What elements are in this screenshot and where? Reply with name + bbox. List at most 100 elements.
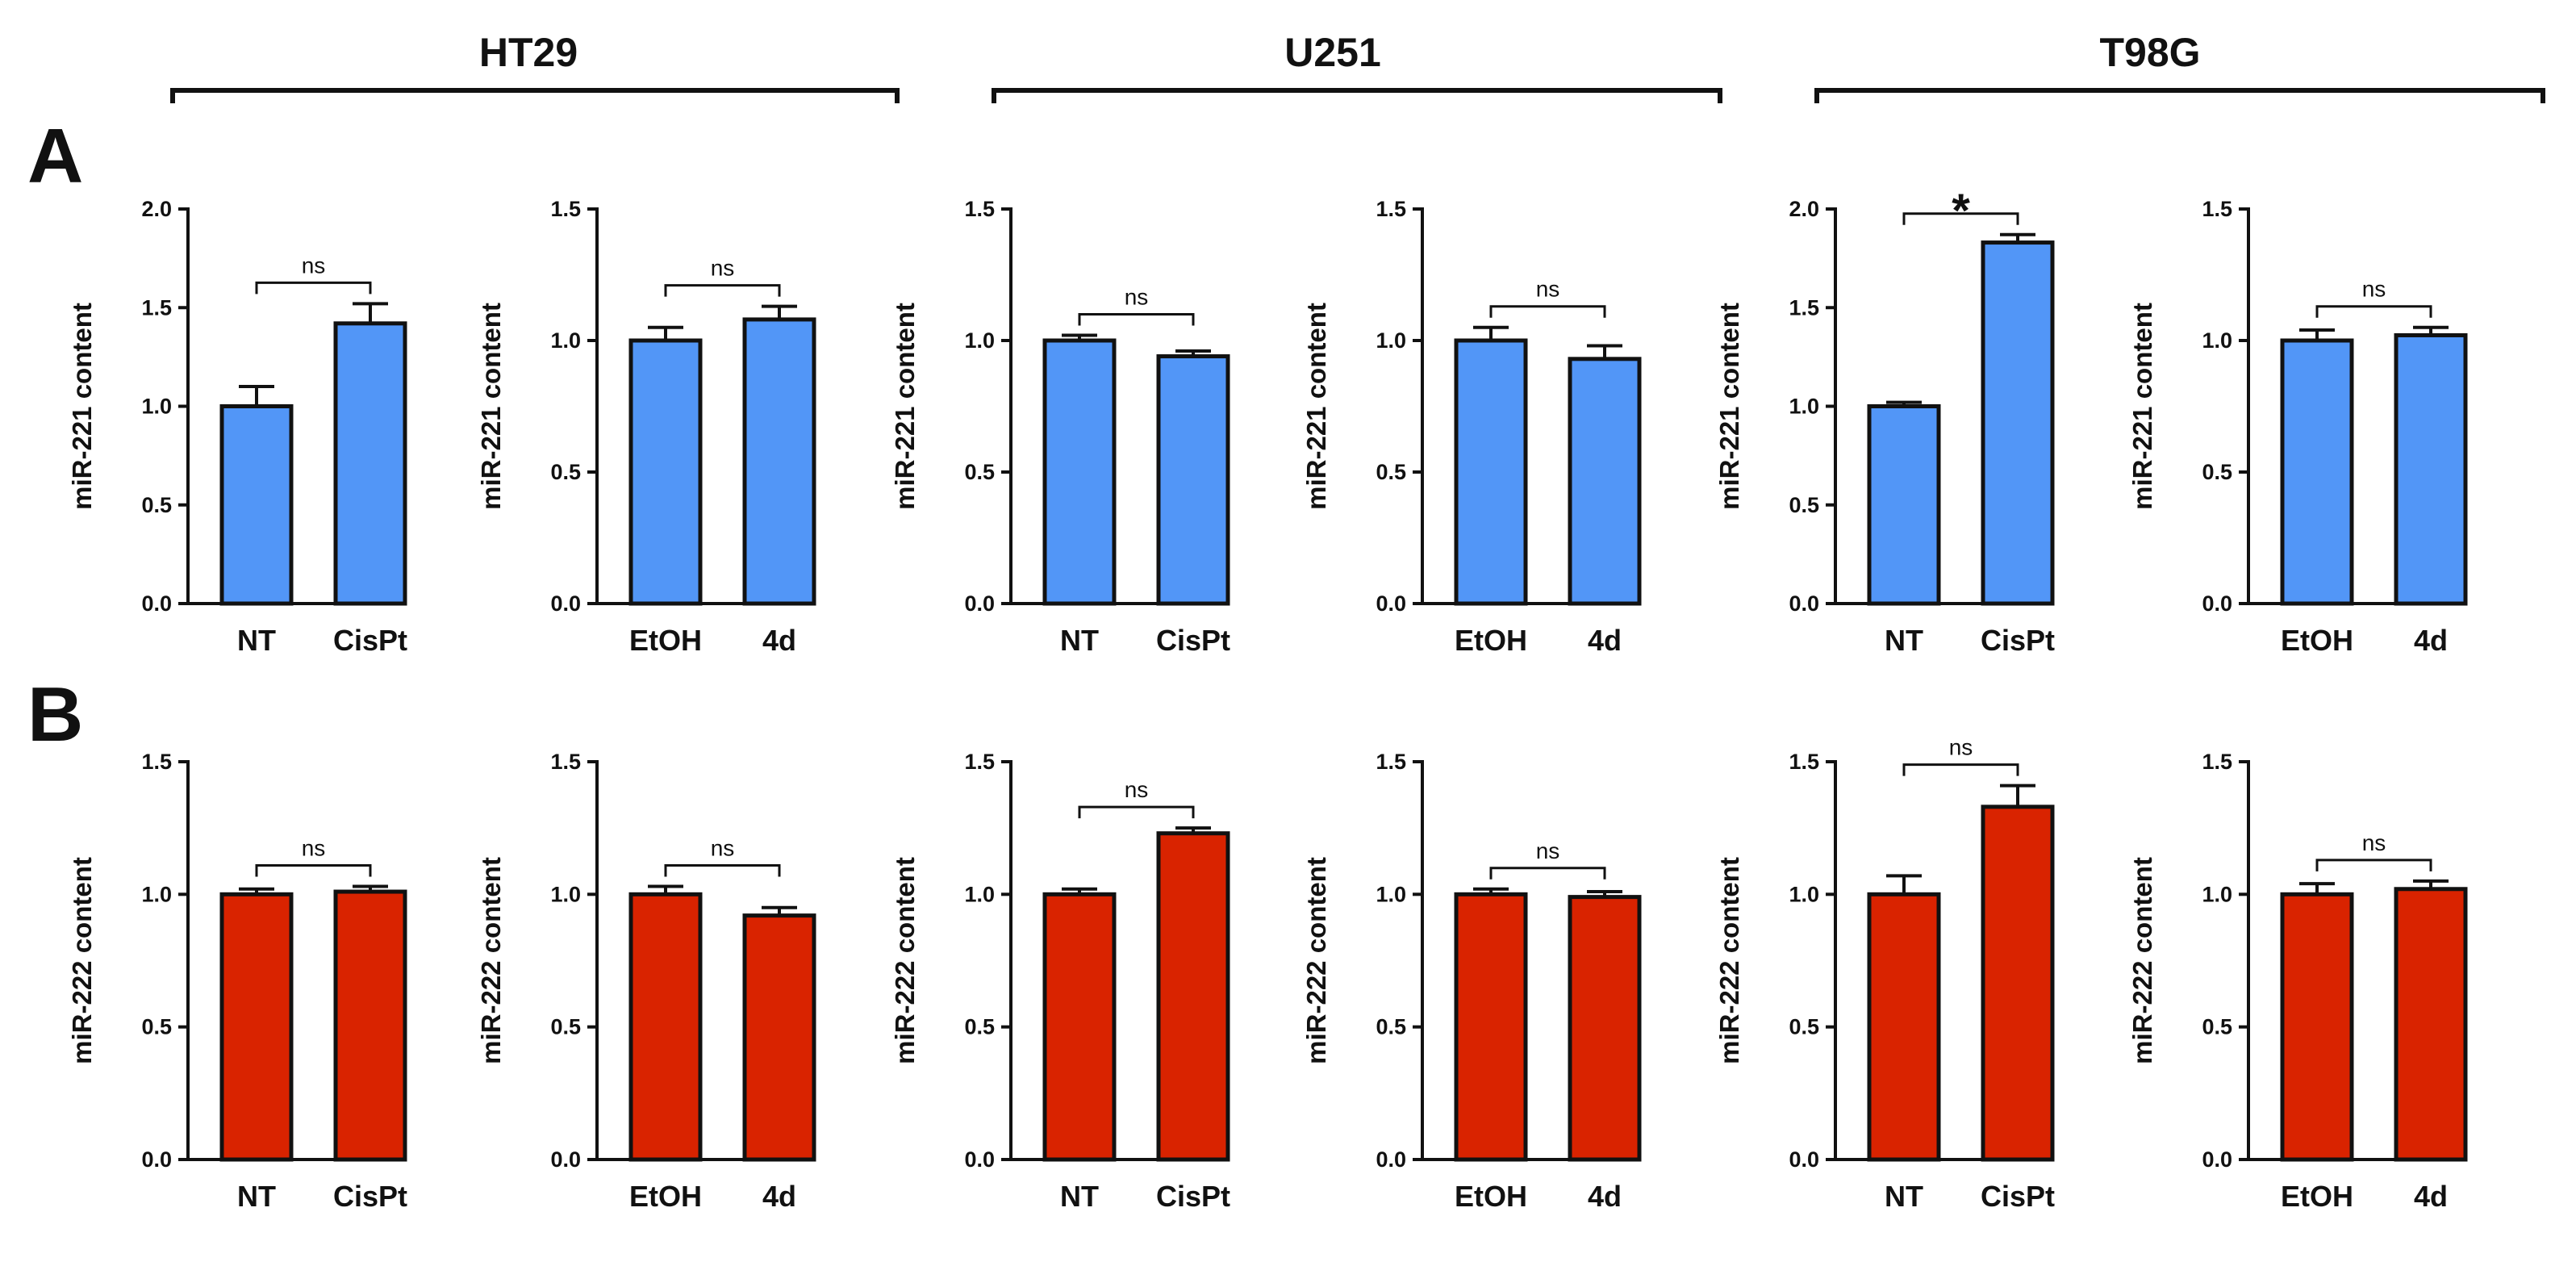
y-tick-label: 1.5 xyxy=(550,750,581,774)
category-label: NT xyxy=(237,624,276,657)
y-tick-label: 0.0 xyxy=(1376,1147,1406,1172)
bar-nt xyxy=(1042,892,1117,1162)
category-label: CisPt xyxy=(333,1180,407,1213)
category-label: CisPt xyxy=(1981,624,2055,657)
significance-bracket xyxy=(2315,305,2432,318)
category-label: 4d xyxy=(2414,624,2448,657)
category-label: EtOH xyxy=(629,1180,702,1213)
bar-nt xyxy=(219,404,294,606)
y-axis-label: miR-222 content xyxy=(1714,857,1744,1064)
category-label: CisPt xyxy=(1981,1180,2055,1213)
significance-label: ns xyxy=(2362,277,2386,302)
y-tick-label: 2.0 xyxy=(141,197,172,221)
bar-etoh xyxy=(1454,338,1528,606)
y-tick-label: 0.5 xyxy=(550,1015,581,1039)
y-tick-label: 0.5 xyxy=(2202,460,2232,484)
y-tick-label: 0.5 xyxy=(1789,1015,1819,1039)
significance-label: ns xyxy=(302,253,326,278)
category-label: 4d xyxy=(762,1180,796,1213)
chart-b-u251-cispt: miR-222 content 0.0 0.5 1.0 1.5 NT CisPt ns xyxy=(890,750,1230,1213)
y-tick-label: 0.0 xyxy=(550,591,581,616)
y-tick-label: 1.0 xyxy=(1376,328,1406,353)
significance-bracket xyxy=(1078,312,1195,326)
bar-4d xyxy=(742,317,816,606)
y-axis-label: miR-222 content xyxy=(2127,857,2157,1064)
significance-label: ns xyxy=(1125,777,1149,802)
cell-line-title-t98g: T98G xyxy=(2099,30,2200,75)
bar-4d xyxy=(1568,357,1642,606)
y-tick-label: 1.5 xyxy=(1789,295,1819,320)
chart-a-t98g-4d: miR-221 content 0.0 0.5 1.0 1.5 EtOH 4d ns xyxy=(2127,197,2468,657)
bar-etoh xyxy=(628,892,703,1162)
chart-a-ht29-4d: miR-221 content 0.0 0.5 1.0 1.5 EtOH 4d ns xyxy=(476,197,816,657)
significance-label: ns xyxy=(2362,830,2386,855)
bar-nt xyxy=(1867,892,1941,1162)
bar-nt xyxy=(1042,338,1117,606)
category-label: NT xyxy=(237,1180,276,1213)
significance-bracket xyxy=(1902,212,2019,225)
chart-b-t98g-4d: miR-222 content 0.0 0.5 1.0 1.5 EtOH 4d ns xyxy=(2127,750,2468,1213)
y-tick-label: 0.5 xyxy=(964,1015,995,1039)
y-tick-label: 0.5 xyxy=(141,493,172,517)
y-tick-label: 1.5 xyxy=(141,750,172,774)
bar-etoh xyxy=(2280,892,2354,1162)
chart-a-u251-4d: miR-221 content 0.0 0.5 1.0 1.5 EtOH 4d ns xyxy=(1301,197,1642,657)
category-label: 4d xyxy=(1588,624,1622,657)
category-label: CisPt xyxy=(1156,624,1230,657)
significance-bracket xyxy=(255,863,372,877)
category-label: EtOH xyxy=(2281,1180,2353,1213)
y-tick-label: 0.5 xyxy=(1376,1015,1406,1039)
chart-b-t98g-cispt: miR-222 content 0.0 0.5 1.0 1.5 NT CisPt ns xyxy=(1714,735,2055,1213)
y-tick-label: 0.5 xyxy=(1789,493,1819,517)
significance-label: ns xyxy=(1949,735,1973,760)
chart-a-ht29-cispt: miR-221 content 0.0 0.5 1.0 1.5 2.0 NT CisPt ns xyxy=(67,197,407,657)
y-axis-label: miR-222 content xyxy=(67,857,97,1064)
significance-bracket xyxy=(1489,867,1606,880)
significance-label: * xyxy=(1952,185,1970,237)
y-axis-label: miR-222 content xyxy=(1301,857,1331,1064)
y-tick-label: 1.5 xyxy=(1789,750,1819,774)
bar-4d xyxy=(2394,887,2468,1162)
y-tick-label: 0.0 xyxy=(2202,1147,2232,1172)
cell-line-header-t98g: T98G xyxy=(1814,30,2545,103)
category-label: EtOH xyxy=(629,624,702,657)
category-label: NT xyxy=(1060,1180,1099,1213)
y-tick-label: 0.0 xyxy=(1789,591,1819,616)
y-tick-label: 1.0 xyxy=(550,328,581,353)
category-label: NT xyxy=(1885,1180,1923,1213)
category-label: EtOH xyxy=(1455,624,1527,657)
category-label: CisPt xyxy=(333,624,407,657)
y-tick-label: 1.5 xyxy=(2202,750,2232,774)
y-tick-label: 1.0 xyxy=(1789,395,1819,419)
chart-b-ht29-4d: miR-222 content 0.0 0.5 1.0 1.5 EtOH 4d ns xyxy=(476,750,816,1213)
category-label: NT xyxy=(1060,624,1099,657)
category-label: 4d xyxy=(1588,1180,1622,1213)
significance-label: ns xyxy=(711,835,735,860)
y-tick-label: 1.0 xyxy=(1376,882,1406,906)
bar-4d xyxy=(2394,332,2468,606)
significance-label: ns xyxy=(1536,838,1560,863)
y-axis-label: miR-221 content xyxy=(476,303,506,510)
bar-charts-grid: miR-221 content 0.0 0.5 1.0 1.5 2.0 NT CisPt ns m… xyxy=(67,185,2468,1213)
cell-line-bracket-t98g xyxy=(1814,88,2545,103)
bar-4d xyxy=(1568,895,1642,1162)
bar-4d xyxy=(742,913,816,1162)
y-axis-label: miR-221 content xyxy=(67,303,97,510)
bar-cispt xyxy=(1156,831,1230,1162)
y-axis-label: miR-221 content xyxy=(1301,303,1331,510)
y-tick-label: 0.0 xyxy=(964,1147,995,1172)
bar-etoh xyxy=(1454,892,1528,1162)
y-tick-label: 0.0 xyxy=(964,591,995,616)
y-tick-label: 1.0 xyxy=(964,882,995,906)
chart-b-u251-4d: miR-222 content 0.0 0.5 1.0 1.5 EtOH 4d ns xyxy=(1301,750,1642,1213)
chart-b-ht29-cispt: miR-222 content 0.0 0.5 1.0 1.5 NT CisPt ns xyxy=(67,750,407,1213)
y-tick-label: 1.5 xyxy=(550,197,581,221)
cell-line-title-u251: U251 xyxy=(1284,30,1381,75)
significance-label: ns xyxy=(711,256,735,281)
bar-cispt xyxy=(1981,240,2055,606)
cell-line-title-ht29: HT29 xyxy=(479,30,578,75)
bar-nt xyxy=(219,892,294,1162)
y-tick-label: 0.0 xyxy=(550,1147,581,1172)
significance-bracket xyxy=(1078,805,1195,819)
y-axis-label: miR-222 content xyxy=(476,857,506,1064)
